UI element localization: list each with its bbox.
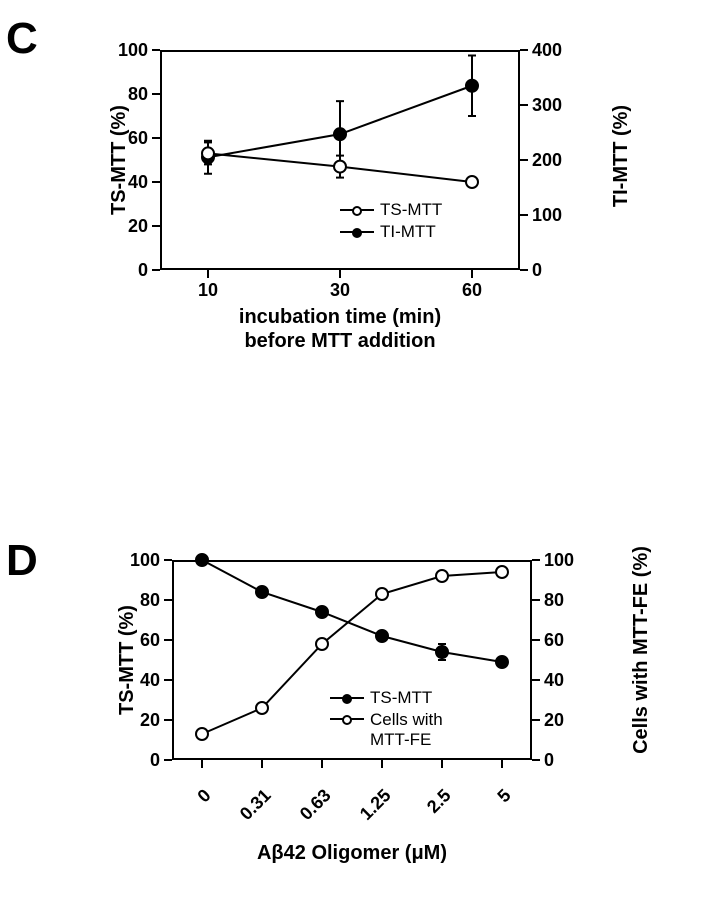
figure-canvas: C 020406080100 0100200300400 103060 TS-M… [0,0,719,923]
chart-d: 020406080100 020406080100 00.310.631.252… [0,0,719,923]
chart-d-data-layer [0,0,719,923]
